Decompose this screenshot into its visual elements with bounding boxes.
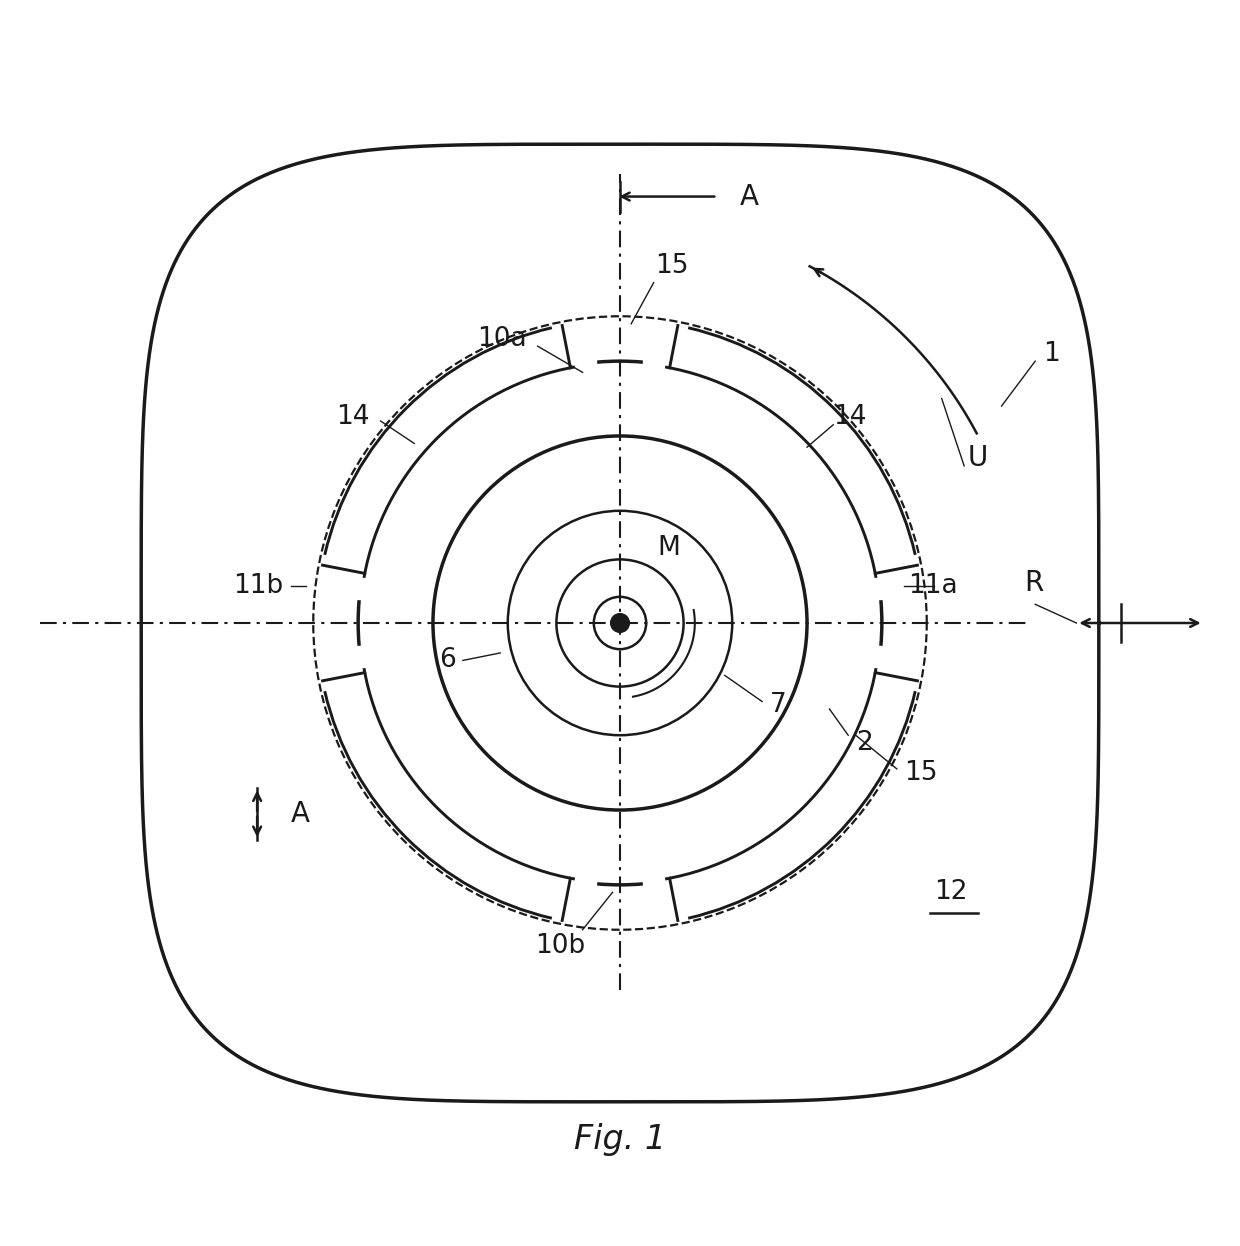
Text: 6: 6 — [439, 648, 455, 673]
Text: 11b: 11b — [233, 573, 283, 598]
Text: A: A — [740, 183, 759, 211]
Text: U: U — [968, 445, 988, 472]
Text: 15: 15 — [904, 760, 937, 786]
Text: A: A — [291, 800, 310, 827]
Text: 11a: 11a — [908, 573, 957, 598]
Text: 7: 7 — [770, 693, 786, 718]
Text: 10a: 10a — [477, 325, 527, 351]
Text: 1: 1 — [1043, 340, 1059, 366]
Text: M: M — [657, 536, 681, 561]
Circle shape — [610, 613, 630, 633]
Text: R: R — [1024, 569, 1043, 597]
Text: 12: 12 — [934, 880, 967, 906]
Text: 10b: 10b — [534, 933, 585, 959]
Text: 14: 14 — [336, 404, 370, 430]
Text: 15: 15 — [656, 253, 689, 279]
Text: 14: 14 — [833, 404, 867, 430]
Text: 2: 2 — [856, 730, 873, 756]
Text: Fig. 1: Fig. 1 — [574, 1123, 666, 1156]
